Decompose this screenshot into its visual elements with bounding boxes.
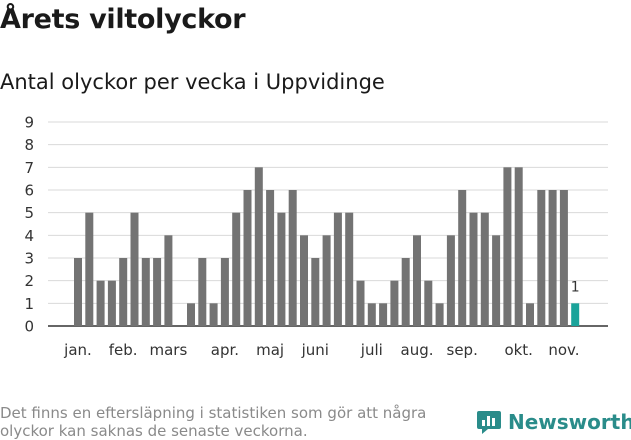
bar [209, 303, 218, 326]
y-tick-label: 3 [24, 250, 34, 268]
brand-logo: Newsworthy [476, 409, 631, 435]
bar [322, 235, 331, 326]
bar [379, 303, 388, 326]
bar [503, 167, 512, 326]
bar [537, 190, 546, 326]
bar [119, 258, 128, 326]
y-tick-label: 1 [24, 295, 34, 313]
y-tick-label: 4 [24, 227, 34, 245]
x-tick-label: nov. [548, 341, 579, 359]
bar [526, 303, 534, 326]
y-tick-label: 7 [24, 159, 34, 177]
bar [220, 258, 229, 326]
bar [187, 303, 195, 326]
bar [85, 212, 94, 326]
bar [469, 212, 478, 326]
bar [548, 190, 557, 326]
bar [96, 280, 105, 326]
bar-current-week [571, 303, 580, 326]
bar [446, 235, 455, 326]
bar [514, 167, 523, 326]
bar [164, 235, 173, 326]
x-tick-label: maj [256, 341, 284, 359]
y-tick-label: 6 [24, 182, 34, 200]
footnote: Det finns en eftersläpning i statistiken… [0, 404, 427, 440]
bar [390, 280, 399, 326]
data-label-current-week: 1 [571, 279, 580, 295]
x-tick-label: apr. [211, 341, 239, 359]
bar [492, 235, 501, 326]
bar [107, 280, 116, 326]
data-labels: 1 [571, 279, 580, 295]
x-tick-label: mars [150, 341, 188, 359]
grid-lines [48, 121, 608, 327]
bar [277, 212, 286, 326]
bar [559, 190, 568, 326]
bar [266, 190, 275, 326]
bar [480, 212, 489, 326]
x-tick-label: okt. [504, 341, 533, 359]
bar [130, 212, 139, 326]
chart-subtitle: Antal olyckor per vecka i Uppvidinge [0, 70, 385, 94]
y-tick-label: 0 [24, 318, 34, 336]
bar [288, 190, 297, 326]
bar [232, 212, 241, 326]
x-tick-label: juni [301, 341, 329, 359]
x-axis-ticks: jan. feb. mars apr. maj juni juli aug. sep. okt. n… [63, 341, 579, 359]
bar [300, 235, 308, 326]
bar [401, 258, 410, 326]
y-tick-label: 8 [24, 136, 34, 154]
y-tick-label: 9 [24, 114, 34, 132]
bar [435, 303, 444, 326]
chart-title: Årets viltolyckor [0, 4, 246, 35]
x-tick-label: sep. [447, 341, 478, 359]
y-tick-label: 5 [24, 204, 34, 222]
newsworthy-logo-icon [477, 411, 501, 434]
bar [424, 280, 433, 326]
x-tick-label: feb. [109, 341, 138, 359]
y-axis-ticks: 0 1 2 3 4 5 6 7 8 9 [24, 114, 34, 336]
bar [243, 190, 252, 326]
bars [74, 167, 580, 326]
brand-name: Newsworthy [508, 410, 631, 434]
bar [141, 258, 150, 326]
bar [311, 258, 320, 326]
bar [74, 258, 82, 326]
bar [254, 167, 263, 326]
bar [333, 212, 342, 326]
x-tick-label: jan. [63, 341, 92, 359]
bar [367, 303, 376, 326]
bar [153, 258, 162, 326]
x-tick-label: aug. [401, 341, 434, 359]
bar [356, 280, 365, 326]
x-tick-label: juli [360, 341, 383, 359]
bar [198, 258, 207, 326]
bar [345, 212, 354, 326]
bar [413, 235, 421, 326]
y-tick-label: 2 [24, 272, 34, 290]
bar [458, 190, 467, 326]
